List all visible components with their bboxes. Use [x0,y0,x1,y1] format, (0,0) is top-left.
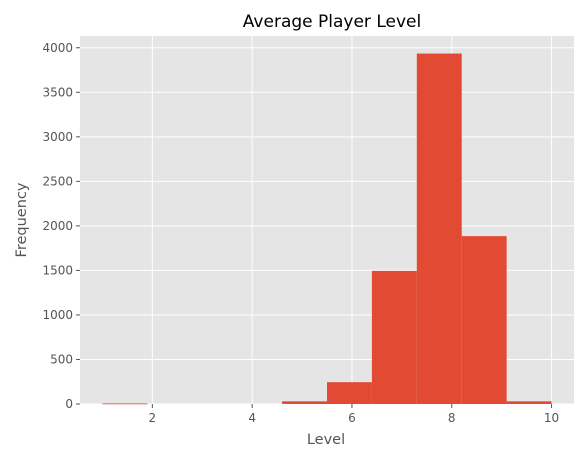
histogram-bar-0 [102,403,148,405]
histogram-bar-6 [371,270,417,404]
bars [102,53,552,405]
histogram-bar-4 [282,401,327,404]
x-tick-label: 6 [348,411,356,425]
grid [80,36,574,405]
histogram-bar-5 [327,382,372,404]
x-tick-label: 4 [248,411,256,425]
histogram-bar-8 [461,236,507,404]
x-axis-ticks: 2 4 6 8 10 [149,404,559,425]
x-tick-label: 10 [544,411,559,425]
y-tick-label: 3000 [42,130,73,144]
y-tick-label: 1500 [42,263,73,277]
x-axis-label: Level [307,432,345,448]
y-tick-label: 1000 [42,308,73,322]
y-tick-label: 500 [50,352,73,366]
y-axis-ticks: 0 500 1000 1500 2000 2500 3000 3500 4000 [42,41,80,411]
y-tick-label: 3500 [42,85,73,99]
y-tick-label: 2500 [42,174,73,188]
x-tick-label: 8 [448,411,456,425]
y-tick-label: 4000 [42,41,73,55]
x-tick-label: 2 [149,411,157,425]
chart-title: Average Player Level [243,12,421,32]
y-tick-label: 0 [65,397,73,411]
histogram-bar-9 [506,401,552,404]
y-axis-label: Frequency [14,182,30,257]
y-tick-label: 2000 [42,219,73,233]
histogram-bar-7 [416,53,462,404]
